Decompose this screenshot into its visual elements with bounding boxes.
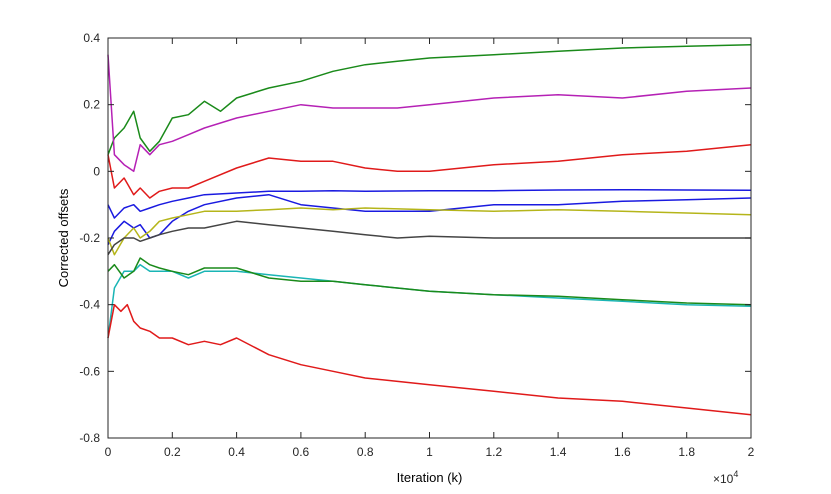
series-line-4 (107, 188, 752, 219)
x-tick-label: 1.6 (614, 445, 631, 459)
series-line-2 (107, 54, 752, 173)
series-line-3 (107, 143, 752, 199)
x-tick-label: 0.8 (357, 445, 374, 459)
series-line-1 (107, 43, 752, 155)
x-axis-ticks: 0 0.2 0.4 0.6 0.8 1 1.2 1.4 1.6 1.8 2 (105, 38, 755, 459)
x-tick-label: 0.2 (164, 445, 181, 459)
x-tick-label: 1.2 (485, 445, 502, 459)
x-tick-label: 2 (748, 445, 755, 459)
y-tick-label: 0.4 (83, 31, 100, 45)
x-axis-label: Iteration (k) (397, 470, 463, 485)
y-tick-label: 0 (93, 164, 100, 178)
series-line-9 (107, 257, 752, 306)
y-tick-label: -0.6 (79, 364, 100, 378)
series-line-8 (107, 263, 752, 339)
x-tick-label: 1 (426, 445, 433, 459)
x-tick-label: 0 (105, 445, 112, 459)
x-tick-label: 0.4 (228, 445, 245, 459)
x-axis-multiplier-exponent: 4 (733, 469, 738, 479)
y-axis-ticks: -0.8 -0.6 -0.4 -0.2 0 0.2 0.4 (79, 31, 751, 445)
x-axis-multiplier-base: ×10 (713, 472, 734, 486)
series-line-6 (107, 207, 752, 256)
series-line-5 (107, 193, 752, 246)
series-layer (107, 43, 752, 416)
y-tick-label: -0.8 (79, 431, 100, 445)
y-tick-label: -0.2 (79, 231, 100, 245)
y-axis-label: Corrected offsets (56, 188, 71, 287)
x-tick-label: 0.6 (293, 445, 310, 459)
y-tick-label: 0.2 (83, 98, 100, 112)
series-line-10 (107, 303, 752, 416)
series-line-7 (107, 220, 751, 256)
x-axis-multiplier: ×104 (713, 469, 738, 486)
y-tick-label: -0.4 (79, 298, 100, 312)
x-tick-label: 1.4 (550, 445, 567, 459)
x-tick-label: 1.8 (678, 445, 695, 459)
